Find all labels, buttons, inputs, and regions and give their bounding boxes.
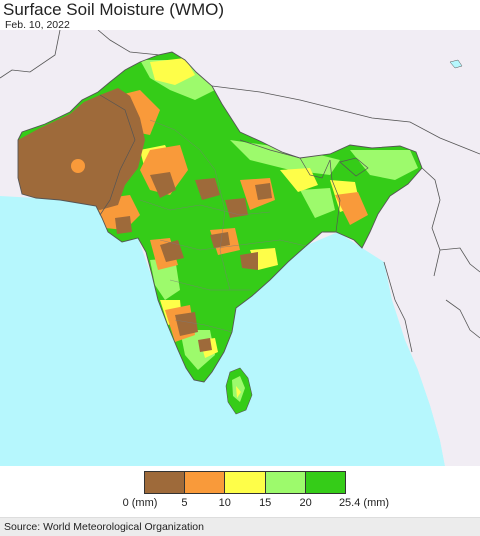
legend-swatch-4 [304, 472, 346, 493]
legend-tick-label: 10 [218, 497, 231, 509]
region-outline [17, 51, 423, 383]
source-credit: Source: World Meteorological Organizatio… [4, 521, 204, 533]
legend-tick-label: 0 (mm) [122, 497, 158, 509]
internal-borders [99, 94, 369, 233]
outside-land-southeast [416, 250, 480, 466]
very-dry-zones [18, 88, 272, 352]
legend-swatch-1 [184, 472, 225, 493]
map-title: Surface Soil Moisture (WMO) [3, 0, 225, 19]
lake [449, 59, 463, 69]
legend-tick-label: 15 [259, 497, 272, 509]
legend-colorbar [144, 471, 346, 494]
soil-moisture-map [0, 30, 480, 466]
map-canvas [0, 30, 480, 466]
dry-spot [71, 159, 85, 173]
legend-tick-label: 25.4 (mm) [338, 497, 390, 509]
footer: Source: World Meteorological Organizatio… [0, 517, 480, 536]
map-date: Feb. 10, 2022 [5, 19, 70, 31]
legend-swatch-0 [145, 472, 185, 493]
neighbour-borders [0, 30, 480, 353]
legend-swatch-2 [224, 472, 265, 493]
legend-tick-label: 20 [299, 497, 312, 509]
legend-tick-label: 5 [181, 497, 188, 509]
legend-swatch-3 [264, 472, 305, 493]
sri-lanka-moderate [236, 386, 241, 398]
state-borders [139, 119, 307, 333]
